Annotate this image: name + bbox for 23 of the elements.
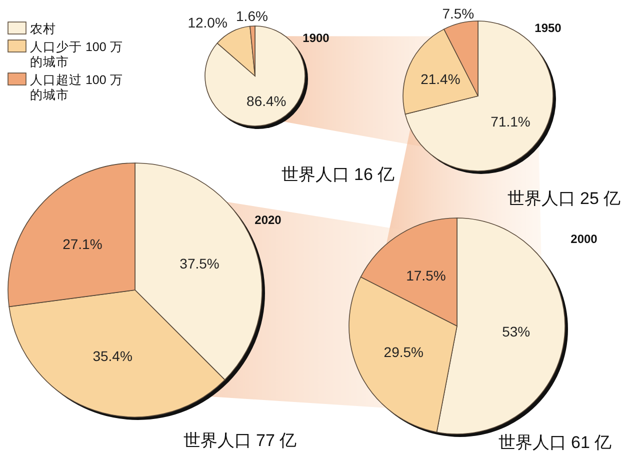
data-label: 1.6% xyxy=(236,8,268,24)
data-label: 21.4% xyxy=(420,70,460,87)
data-label: 12.0% xyxy=(188,14,228,31)
text: 1950 xyxy=(534,21,562,35)
data-label: 29.5% xyxy=(384,344,424,360)
data-label: 71.1% xyxy=(490,113,530,130)
legend-label: 人口超过 100 万的城市 xyxy=(30,73,123,102)
text: 1900 xyxy=(302,31,330,45)
text: 世界人口 77 亿 xyxy=(183,431,297,450)
data-label: 27.1% xyxy=(62,236,102,252)
data-label: 53% xyxy=(502,324,530,340)
data-label: 37.5% xyxy=(180,255,220,272)
data-label: 35.4% xyxy=(92,348,132,364)
legend-label: 人口少于 100 万的城市 xyxy=(30,40,123,69)
text: 2000 xyxy=(570,232,598,246)
text: 世界人口 16 亿 xyxy=(281,165,395,184)
data-label: 17.5% xyxy=(406,267,446,284)
text: 2020 xyxy=(254,213,282,227)
text: 世界人口 25 亿 xyxy=(507,189,621,208)
legend-label: 农村 xyxy=(30,22,56,36)
data-label: 7.5% xyxy=(442,5,474,22)
text: 世界人口 61 亿 xyxy=(498,433,612,452)
data-label: 86.4% xyxy=(246,93,286,110)
